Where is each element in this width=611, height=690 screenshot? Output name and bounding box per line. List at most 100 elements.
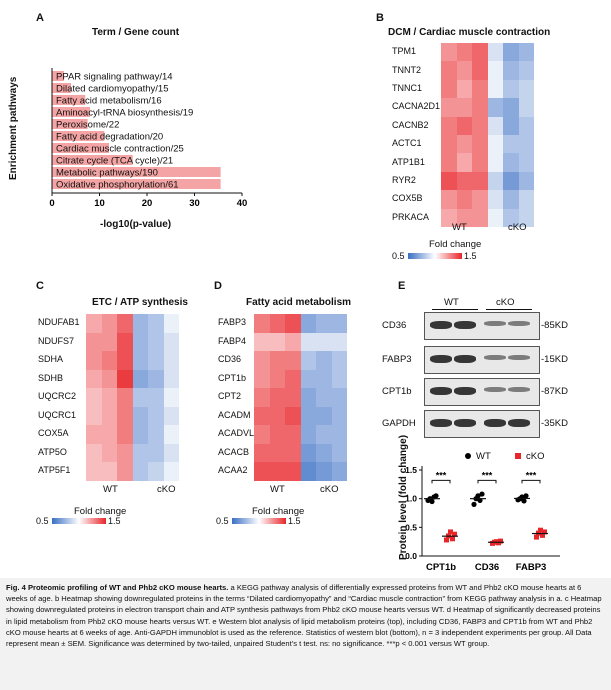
- panel-e-blot-band: [508, 321, 530, 326]
- panel-e-blot-size: -87KD: [541, 386, 568, 397]
- panel-c-heatmap-cell: [86, 369, 102, 388]
- panel-d-color-scale: [232, 518, 286, 524]
- panel-a-bar: [52, 107, 90, 117]
- panel-d-heatmap-cell: [331, 425, 347, 444]
- panel-d-gene-label: ACACB: [218, 446, 250, 457]
- panel-c-heatmap-cell: [86, 332, 102, 351]
- panel-b-heatmap-cell: [487, 61, 503, 80]
- panel-c-heatmap-cell: [163, 332, 179, 351]
- panel-b-heatmap-cell: [441, 79, 457, 99]
- panel-b-heatmap-cell: [456, 135, 472, 154]
- panel-c-gene-label: SDHA: [38, 354, 64, 365]
- panel-c-legend-min: 0.5: [36, 516, 49, 526]
- panel-b-heatmap-cell: [441, 61, 457, 80]
- panel-d-gene-label: CPT2: [218, 391, 242, 402]
- panel-d-heatmap-cell: [316, 443, 332, 462]
- panel-d-heatmap-cell: [269, 314, 285, 333]
- panel-b-gene-label: RYR2: [392, 175, 416, 185]
- panel-e-blot-band: [454, 387, 476, 395]
- panel-e-ytick-label: 0.5: [405, 522, 417, 532]
- panel-d-gene-label: FABP4: [218, 335, 247, 346]
- panel-d-wt-label: WT: [270, 484, 285, 495]
- panel-b-heatmap-cell: [503, 135, 519, 154]
- panel-c-heatmap-cell: [117, 314, 133, 333]
- panel-a-xtick-label: 10: [94, 198, 105, 209]
- panel-c-heatmap-cell: [163, 369, 179, 388]
- panel-c-heatmap-cell: [163, 443, 179, 462]
- panel-b-heatmap-cell: [456, 98, 472, 117]
- panel-d-title: Fatty acid metabolism: [246, 297, 352, 308]
- panel-e-wt-point: [429, 498, 435, 505]
- panel-a-bar: [52, 71, 64, 81]
- panel-d-heatmap-cell: [254, 425, 270, 444]
- panel-b-heatmap-cell: [503, 98, 519, 117]
- panel-e-cko-point: [452, 531, 457, 537]
- panel-d-heatmap-cell: [316, 351, 332, 370]
- panel-c-title: ETC / ATP synthesis: [92, 297, 188, 308]
- panel-b-title: DCM / Cardiac muscle contraction: [388, 27, 551, 38]
- panel-d-heatmap-cell: [269, 462, 285, 481]
- panel-e-blot-band: [508, 355, 530, 360]
- panel-d-letter: D: [214, 280, 222, 292]
- panel-d-heatmap-cell: [285, 462, 301, 481]
- panel-b-gene-label: COX5B: [392, 193, 423, 204]
- panel-c-heatmap-cell: [117, 443, 133, 462]
- panel-e-cko-point: [540, 532, 545, 538]
- panel-c-gene-label: ATP5F1: [38, 465, 71, 476]
- panel-b-heatmap-cell: [518, 79, 534, 99]
- panel-c-heatmap-cell: [132, 443, 148, 462]
- panel-c-heatmap-cell: [132, 425, 148, 444]
- panel-d-heatmap-cell: [316, 388, 332, 407]
- panel-d-gene-label: ACADVL: [218, 428, 255, 439]
- panel-a-bar: [52, 83, 71, 93]
- panel-b-heatmap-cell: [472, 61, 488, 80]
- panel-d-heatmap-cell: [331, 369, 347, 388]
- panel-a-bar: [52, 179, 221, 189]
- panel-d-heatmap-cell: [254, 388, 270, 407]
- panel-c-heatmap-cell: [132, 388, 148, 407]
- panel-c-heatmap-cell: [101, 462, 117, 481]
- panel-b-heatmap-cell: [472, 79, 488, 99]
- panel-e-wt-label: WT: [444, 297, 459, 308]
- panel-d-heatmap-cell: [285, 406, 301, 425]
- panel-b-heatmap-cell: [472, 116, 488, 135]
- panel-e-sig-bracket: [431, 479, 451, 484]
- panel-e-sig-label: ***: [482, 470, 493, 480]
- panel-b-gene-label: TNNC1: [392, 83, 423, 93]
- panel-c-heatmap-cell: [132, 332, 148, 351]
- panel-e-category-label: CD36: [475, 562, 499, 573]
- panel-c-wt-label: WT: [103, 484, 118, 495]
- panel-e-ytick-label: 1.0: [405, 494, 417, 504]
- panel-d-heatmap-cell: [331, 332, 347, 351]
- panel-b-heatmap-cell: [456, 43, 472, 62]
- panel-b-heatmap-cell: [441, 135, 457, 154]
- panel-b-heatmap-cell: [441, 171, 457, 191]
- panel-e-blot-band: [508, 387, 530, 392]
- panel-d-legend-min: 0.5: [216, 516, 229, 526]
- panel-c-heatmap-cell: [117, 462, 133, 481]
- panel-d-gene-label: FABP3: [218, 317, 247, 328]
- panel-b-heatmap-cell: [456, 208, 472, 227]
- panel-b-legend-min: 0.5: [392, 251, 405, 261]
- panel-e-sig-bracket: [477, 479, 497, 484]
- panel-b-heatmap-cell: [472, 135, 488, 154]
- panel-e-blot-band: [454, 355, 476, 363]
- panel-b-heatmap-cell: [518, 61, 534, 80]
- panel-b-heatmap-cell: [503, 79, 519, 99]
- panel-b-heatmap-cell: [518, 171, 534, 191]
- panel-a-xlabel: -log10(p-value): [100, 219, 172, 230]
- panel-e-wt-point: [521, 498, 527, 504]
- panel-d-heatmap-cell: [316, 406, 332, 425]
- panel-e-wt-point: [471, 501, 477, 507]
- panel-a-xtick-label: 40: [237, 198, 248, 209]
- panel-e-wt-point: [475, 493, 481, 499]
- panel-c-heatmap-cell: [101, 406, 117, 425]
- panel-e-sig-label: ***: [436, 470, 447, 480]
- panel-e-category-label: CPT1b: [426, 562, 456, 573]
- panel-c-heatmap-cell: [148, 406, 164, 425]
- panel-e-wt-point: [433, 493, 439, 499]
- panel-e-blot-band: [484, 355, 506, 360]
- panel-e-legend-cko-marker: [515, 453, 521, 459]
- panel-b-heatmap-cell: [518, 135, 534, 154]
